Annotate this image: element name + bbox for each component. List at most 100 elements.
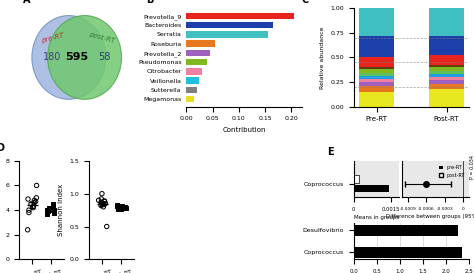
Bar — [429, 65, 464, 67]
Point — [27, 202, 35, 206]
Text: 595: 595 — [65, 52, 88, 63]
Point — [30, 201, 38, 205]
Point — [49, 202, 57, 206]
Point — [121, 205, 128, 210]
Ellipse shape — [47, 16, 121, 99]
Bar — [429, 8, 464, 36]
Point — [98, 201, 105, 205]
Bar — [186, 59, 207, 65]
Text: 180: 180 — [43, 52, 61, 63]
Bar — [429, 77, 464, 80]
Point — [30, 198, 38, 203]
Bar — [186, 68, 202, 75]
Text: E: E — [327, 147, 333, 157]
Text: pre-RT: pre-RT — [40, 32, 64, 44]
Point — [50, 208, 58, 212]
Bar — [359, 82, 394, 86]
Bar — [186, 31, 268, 38]
Bar — [429, 74, 464, 77]
Point — [47, 207, 55, 211]
Point — [25, 210, 33, 215]
Text: C: C — [302, 0, 309, 5]
Point — [29, 204, 37, 209]
Bar — [186, 50, 210, 56]
Bar — [186, 13, 294, 19]
Point — [118, 204, 126, 208]
Point — [119, 206, 127, 210]
Point — [115, 205, 123, 210]
Y-axis label: Shannon index: Shannon index — [58, 184, 64, 236]
Text: post-RT: post-RT — [88, 31, 115, 44]
Bar — [359, 76, 394, 79]
Bar — [359, 92, 394, 107]
Point — [24, 228, 31, 232]
Bar — [359, 69, 394, 73]
Bar — [359, 73, 394, 76]
X-axis label: Difference between groups (95% CI): Difference between groups (95% CI) — [385, 214, 474, 219]
Bar — [354, 185, 389, 192]
Point — [103, 224, 110, 229]
Point — [51, 210, 58, 215]
Bar — [186, 40, 215, 47]
Point — [44, 209, 51, 213]
Point — [114, 205, 122, 209]
Point — [102, 201, 109, 206]
Point — [29, 206, 37, 210]
Text: B: B — [146, 0, 154, 5]
Point — [45, 206, 53, 210]
Point — [98, 191, 106, 196]
Bar — [429, 36, 464, 55]
Text: A: A — [23, 0, 30, 5]
Text: 58: 58 — [98, 52, 110, 63]
Point — [117, 207, 125, 212]
Point — [95, 198, 102, 203]
Point — [48, 207, 56, 211]
Bar — [354, 176, 359, 183]
Bar — [359, 57, 394, 67]
Point — [32, 199, 39, 204]
Point — [49, 204, 56, 209]
Point — [46, 208, 53, 212]
Bar — [354, 224, 458, 236]
Bar — [359, 36, 394, 57]
Bar — [429, 55, 464, 65]
Text: D: D — [0, 143, 4, 153]
Bar — [186, 77, 200, 84]
X-axis label: Contribution: Contribution — [222, 127, 266, 133]
Bar — [429, 71, 464, 74]
Bar — [429, 80, 464, 84]
Ellipse shape — [32, 16, 106, 99]
Point — [33, 196, 40, 200]
Text: P = 0.034: P = 0.034 — [470, 155, 474, 179]
Bar — [354, 247, 462, 258]
Point — [46, 206, 54, 210]
Point — [25, 208, 33, 212]
Point — [44, 208, 51, 212]
Point — [43, 212, 50, 216]
Bar — [186, 87, 197, 93]
Bar — [359, 79, 394, 82]
Point — [114, 207, 121, 211]
Point — [24, 197, 32, 201]
Point — [101, 199, 109, 204]
Y-axis label: Relative abundance: Relative abundance — [320, 26, 325, 89]
Bar — [186, 22, 273, 28]
Bar — [359, 8, 394, 36]
Bar — [359, 67, 394, 69]
Point — [98, 197, 105, 201]
Bar — [429, 67, 464, 71]
Point — [100, 199, 108, 203]
Point — [113, 203, 121, 207]
Point — [113, 203, 121, 208]
Point — [118, 205, 126, 209]
Point — [117, 206, 125, 210]
Point — [33, 183, 40, 188]
Bar — [359, 86, 394, 92]
Point — [100, 205, 107, 209]
Bar — [429, 89, 464, 107]
Point — [122, 206, 129, 210]
X-axis label: Means in groups: Means in groups — [354, 215, 399, 220]
Legend: pre-RT, post-RT: pre-RT, post-RT — [437, 163, 467, 180]
Bar — [186, 96, 194, 102]
Bar — [429, 84, 464, 89]
